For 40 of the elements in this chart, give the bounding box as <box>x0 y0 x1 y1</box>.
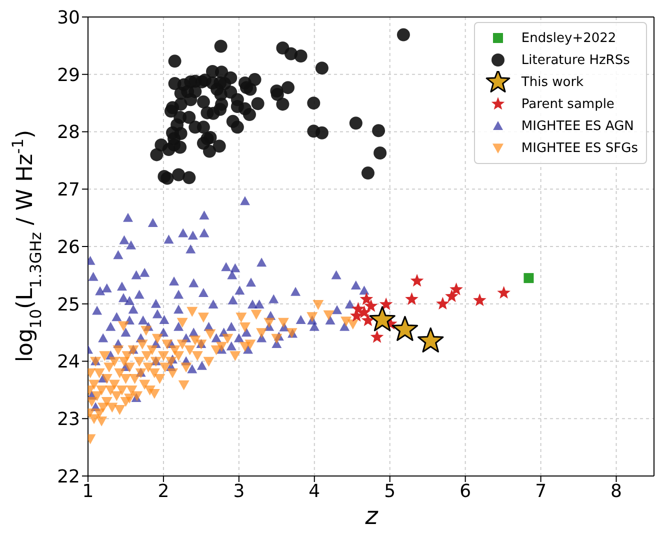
y-tick-label: 29 <box>57 64 80 86</box>
y-tick-label: 25 <box>57 294 80 316</box>
point <box>369 306 396 332</box>
point <box>410 274 424 287</box>
point <box>445 289 458 302</box>
point <box>497 286 510 299</box>
x-tick-label: 2 <box>158 480 170 502</box>
point <box>364 299 378 312</box>
x-tick-label: 5 <box>384 480 396 502</box>
y-tick-label: 22 <box>57 466 80 488</box>
y-tick-label: 24 <box>57 352 80 373</box>
point <box>473 293 486 306</box>
point <box>361 314 375 326</box>
legend-label: Endsley+2022 <box>521 30 616 46</box>
legend-label: MIGHTEE ES AGN <box>521 118 634 134</box>
legend-label: This work <box>521 74 584 90</box>
point <box>360 292 374 305</box>
legend-label: Parent sample <box>521 96 614 112</box>
y-tick-label: 27 <box>57 180 80 201</box>
legend-label: Literature HzRSs <box>521 52 630 68</box>
legend-label: MIGHTEE ES SFGs <box>521 140 638 156</box>
x-tick-label: 4 <box>308 480 320 502</box>
x-axis-title: z <box>364 502 380 530</box>
point <box>379 297 393 310</box>
y-tick-label: 26 <box>57 236 80 258</box>
x-tick-label: 3 <box>233 480 245 502</box>
point <box>436 296 450 310</box>
x-tick-label: 6 <box>460 480 472 502</box>
y-tick-label: 30 <box>57 7 80 28</box>
point <box>418 327 444 352</box>
point <box>524 273 534 284</box>
y-tick-label: 23 <box>57 409 80 430</box>
x-tick-label: 7 <box>535 480 547 502</box>
point <box>392 316 418 341</box>
point <box>405 292 418 305</box>
x-tick-label: 8 <box>610 480 622 502</box>
point <box>450 282 463 296</box>
point <box>370 330 384 343</box>
y-tick-label: 28 <box>57 122 80 144</box>
x-tick-label: 1 <box>82 480 94 502</box>
